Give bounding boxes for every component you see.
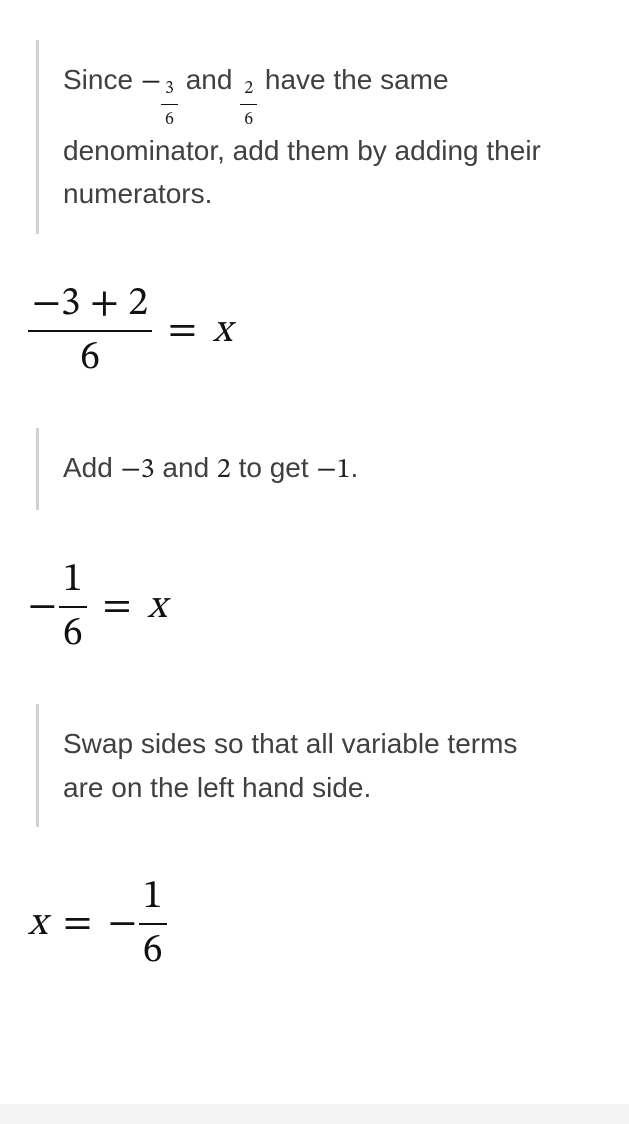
eq3-neg: − bbox=[108, 899, 137, 949]
step-2-v2: 2 bbox=[217, 456, 231, 484]
equation-1: −3 + 2 6 = x bbox=[28, 284, 609, 378]
eq3-fraction: 1 6 bbox=[139, 877, 167, 971]
eq2-neg: − bbox=[28, 582, 57, 632]
step-2-text-b: and bbox=[155, 452, 217, 483]
eq2-denominator: 6 bbox=[59, 606, 87, 654]
eq3-equals: = bbox=[63, 899, 92, 949]
equation-2: − 1 6 = x bbox=[28, 560, 609, 654]
eq1-rhs: x bbox=[213, 306, 232, 356]
step-3-text: Swap sides so that all variable terms ar… bbox=[63, 728, 517, 802]
footer-strip bbox=[0, 1104, 629, 1124]
step-2-explanation: Add −3 and 2 to get −1. bbox=[36, 428, 576, 510]
step-2-text-d: . bbox=[350, 452, 358, 483]
eq1-fraction: −3 + 2 6 bbox=[28, 284, 152, 378]
frac-b-num: 2 bbox=[240, 80, 257, 104]
step-3-explanation: Swap sides so that all variable terms ar… bbox=[36, 704, 576, 827]
eq2-fraction: 1 6 bbox=[59, 560, 87, 654]
frac-a-neg: − bbox=[141, 68, 161, 96]
equation-3: x = − 1 6 bbox=[28, 877, 609, 971]
frac-b-den: 6 bbox=[240, 104, 257, 129]
step-2-v1: −3 bbox=[121, 456, 155, 484]
eq1-denominator: 6 bbox=[28, 330, 152, 378]
step-1-text-b: and bbox=[178, 64, 240, 95]
step-2-v3: −1 bbox=[316, 456, 350, 484]
eq2-numerator: 1 bbox=[59, 560, 87, 606]
step-1-explanation: Since −36 and 26 have the same denominat… bbox=[36, 40, 576, 234]
eq3-lhs: x bbox=[28, 899, 47, 949]
frac-a-num: 3 bbox=[161, 80, 178, 104]
eq2-equals: = bbox=[103, 582, 132, 632]
eq3-numerator: 1 bbox=[139, 877, 167, 923]
step-1-text-a: Since bbox=[63, 64, 141, 95]
frac-a: 36 bbox=[161, 80, 178, 129]
frac-a-den: 6 bbox=[161, 104, 178, 129]
step-2-text-c: to get bbox=[231, 452, 317, 483]
eq3-denominator: 6 bbox=[139, 923, 167, 971]
eq2-rhs: x bbox=[147, 582, 166, 632]
eq1-numerator: −3 + 2 bbox=[28, 284, 152, 330]
eq1-equals: = bbox=[168, 306, 197, 356]
frac-b: 26 bbox=[240, 80, 257, 129]
step-2-text-a: Add bbox=[63, 452, 121, 483]
